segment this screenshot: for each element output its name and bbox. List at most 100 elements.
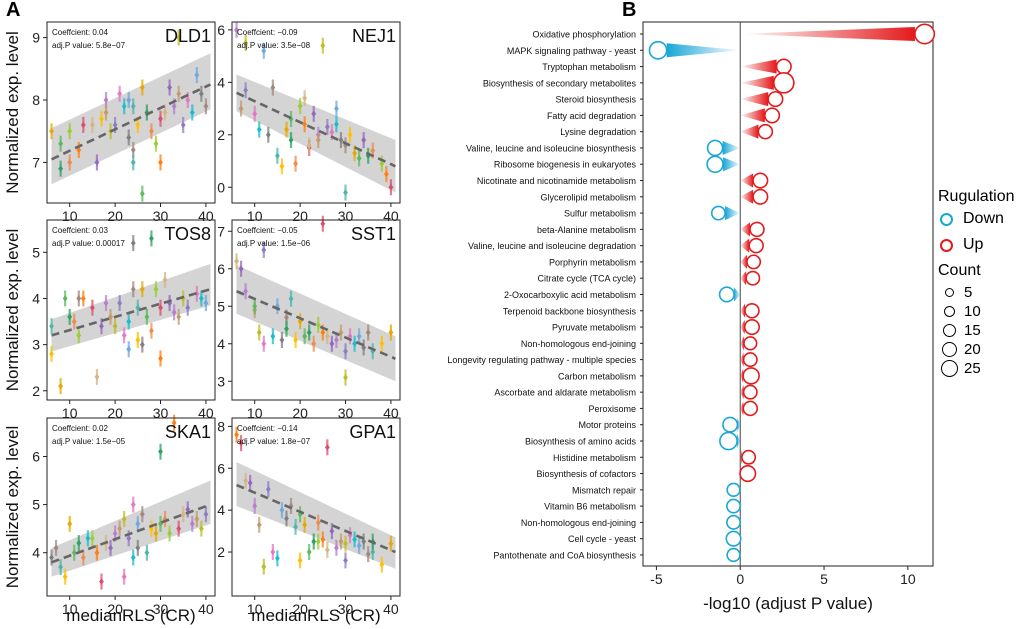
data-point (90, 121, 95, 129)
data-point (352, 149, 357, 157)
data-point (67, 313, 73, 321)
up-stem (740, 336, 744, 351)
pathway-row: Longevity regulating pathway - multiple … (447, 352, 758, 368)
x-tick-label: 30 (153, 208, 169, 224)
x-tick-label: 40 (198, 208, 214, 224)
data-point (279, 336, 285, 344)
x-tick-label: 30 (153, 601, 169, 617)
count-circle-icon (942, 324, 956, 337)
data-point (158, 448, 163, 455)
data-point (185, 506, 191, 513)
data-point (343, 557, 348, 564)
pathway-label: Peroxisome (588, 404, 636, 414)
data-point (139, 286, 145, 293)
pathway-row: Glycerolipid metabolism (540, 188, 769, 205)
data-point (149, 235, 154, 242)
data-point (76, 539, 82, 547)
data-point (243, 39, 249, 47)
up-point (764, 107, 781, 124)
y-tick-label: 3 (32, 337, 40, 353)
gene-title: TOS8 (164, 224, 211, 244)
data-point (284, 126, 289, 133)
data-point (198, 525, 204, 532)
up-point (775, 58, 792, 75)
pathway-row: Terpenoid backbone biosynthesis (503, 302, 760, 319)
pathway-label: Histidine metabolism (553, 453, 636, 463)
pathway-row: Carbon metabolism (558, 367, 760, 385)
data-point (334, 121, 339, 128)
pathway-label: Glycerolipid metabolism (540, 192, 636, 202)
data-point (171, 103, 177, 110)
coefficient-label: Coeffcient: 0.03 (52, 226, 108, 235)
up-stem (740, 320, 745, 335)
x-tick-label: 10 (247, 601, 263, 617)
up-point (772, 72, 795, 94)
pvalue-label: adj.P value: 0.00017 (52, 239, 125, 248)
data-point (80, 554, 86, 561)
data-point (356, 155, 362, 162)
data-point (130, 554, 136, 561)
data-point (158, 304, 163, 311)
data-point (135, 121, 141, 129)
data-point (194, 515, 200, 523)
coefficient-label: Coeffcient: −0.05 (237, 226, 298, 235)
data-point (158, 355, 163, 362)
data-point (311, 110, 317, 118)
data-point (58, 140, 64, 147)
down-point (726, 514, 741, 530)
pathway-row: Nicotinate and nicotinamide metabolism (477, 172, 769, 189)
up-stem (740, 59, 777, 74)
pathway-label: Biosynthesis of cofactors (536, 469, 636, 479)
pathway-row: Valine, leucine and isoleucine biosynthe… (466, 139, 741, 157)
up-point (757, 123, 774, 140)
data-point (80, 295, 86, 302)
y-tick-label: 6 (217, 460, 225, 476)
up-stem (740, 92, 769, 107)
data-point (112, 322, 118, 330)
data-point (76, 332, 82, 339)
down-point (648, 40, 668, 60)
data-point (85, 535, 91, 542)
pathway-row: Pyruvate metabolism (552, 318, 761, 336)
pathway-row: Mismatch repair (572, 482, 741, 497)
confidence-band (236, 74, 396, 193)
legend-up-label: Up (963, 236, 984, 253)
count-circle-icon (944, 288, 954, 297)
data-point (388, 329, 394, 336)
coefficient-label: Coeffcient: 0.02 (52, 424, 108, 433)
data-point (139, 190, 145, 197)
pathway-row: Tryptophan metabolism (542, 58, 792, 75)
data-point (176, 313, 182, 321)
pathway-label: Pantothenate and CoA biosynthesis (493, 550, 636, 560)
data-point (121, 573, 127, 580)
pathway-label: Valine, leucine and isoleucine degradati… (468, 241, 636, 251)
scatter-panel-sst1: 3 4 5 6 7 10 20 30 40 Coeffcient: −0.05 adj.P valu… (217, 215, 401, 421)
pvalue-label: adj.P value: 1.8e−07 (237, 437, 311, 446)
data-point (302, 94, 308, 102)
data-point (270, 333, 276, 340)
legend-regulation-title: Rugulation (938, 188, 1015, 205)
down-point (719, 431, 738, 451)
data-point (62, 295, 68, 302)
data-point (185, 96, 191, 104)
data-point (139, 84, 145, 91)
gene-title: GPA1 (349, 422, 396, 442)
up-stem (740, 189, 754, 204)
data-point (203, 511, 209, 518)
x-tick-label: 20 (107, 405, 123, 421)
data-point (324, 546, 330, 554)
count-circle-icon (943, 306, 955, 317)
panel-frame (46, 21, 216, 204)
data-point (112, 530, 118, 537)
data-point (234, 431, 239, 438)
data-point (162, 515, 168, 523)
pathway-label: 2-Oxocarboxylic acid metabolism (504, 290, 636, 300)
x-tick-label: 20 (292, 405, 308, 421)
pathway-row: Biosynthesis of amino acids (525, 431, 741, 451)
up-point (742, 352, 758, 368)
data-point (162, 109, 168, 116)
y-tick-label: 5 (217, 298, 225, 314)
down-point (726, 547, 741, 563)
y-tick-label: 7 (217, 223, 225, 239)
y-tick-label: 7 (32, 154, 40, 170)
